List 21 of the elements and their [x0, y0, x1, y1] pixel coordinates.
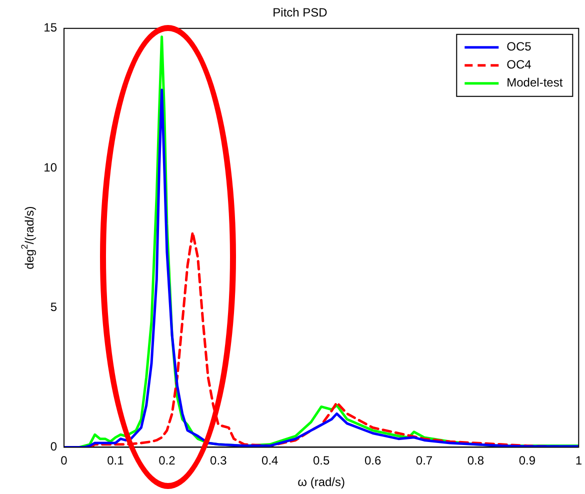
x-tick-label: 0.7	[416, 454, 433, 468]
x-tick-label: 0.2	[158, 454, 176, 468]
x-tick-label: 1	[575, 454, 582, 468]
y-tick-label: 10	[44, 160, 58, 174]
y-axis-title: deg2/(rad/s)	[19, 206, 36, 270]
y-tick-label: 5	[50, 300, 58, 314]
y-tick-label: 0	[50, 440, 58, 454]
x-tick-label: 0.5	[312, 454, 330, 468]
y-tick-label: 15	[44, 20, 58, 35]
x-axis-title: ω (rad/s)	[298, 475, 346, 490]
legend-label: OC5	[506, 40, 532, 54]
x-tick-label: 0.6	[364, 454, 382, 468]
legend-label: OC4	[506, 58, 532, 72]
x-tick-label: 0.8	[467, 454, 484, 468]
x-tick-label: 0	[60, 454, 68, 468]
x-tick-label: 0.4	[262, 454, 279, 468]
chart-title: Pitch PSD	[272, 6, 328, 20]
x-tick-label: 0.9	[518, 454, 536, 468]
x-tick-label: 0.3	[210, 454, 228, 468]
legend-label: Model-test	[506, 76, 564, 90]
x-tick-label: 0.1	[107, 454, 124, 468]
